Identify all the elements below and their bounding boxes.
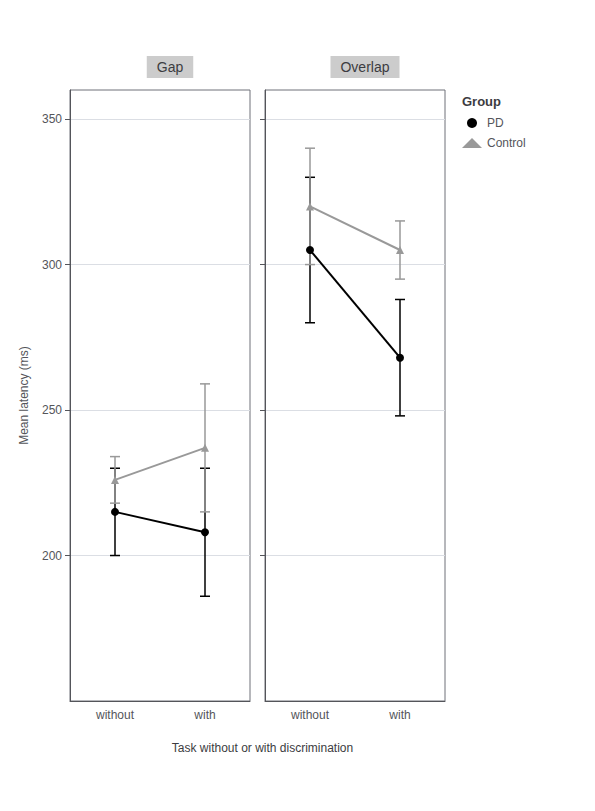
svg-text:Overlap: Overlap: [340, 59, 389, 75]
svg-text:200: 200: [42, 549, 62, 563]
svg-text:Task without or with discrimin: Task without or with discrimination: [172, 741, 353, 755]
svg-text:300: 300: [42, 258, 62, 272]
svg-text:Group: Group: [462, 94, 501, 109]
svg-text:Mean latency (ms): Mean latency (ms): [17, 346, 31, 445]
svg-text:without: without: [290, 708, 330, 722]
svg-text:350: 350: [42, 112, 62, 126]
svg-text:with: with: [388, 708, 410, 722]
svg-text:250: 250: [42, 403, 62, 417]
svg-text:Control: Control: [487, 136, 526, 150]
svg-text:with: with: [193, 708, 215, 722]
svg-text:without: without: [95, 708, 135, 722]
svg-text:PD: PD: [487, 116, 504, 130]
svg-text:Gap: Gap: [157, 59, 184, 75]
